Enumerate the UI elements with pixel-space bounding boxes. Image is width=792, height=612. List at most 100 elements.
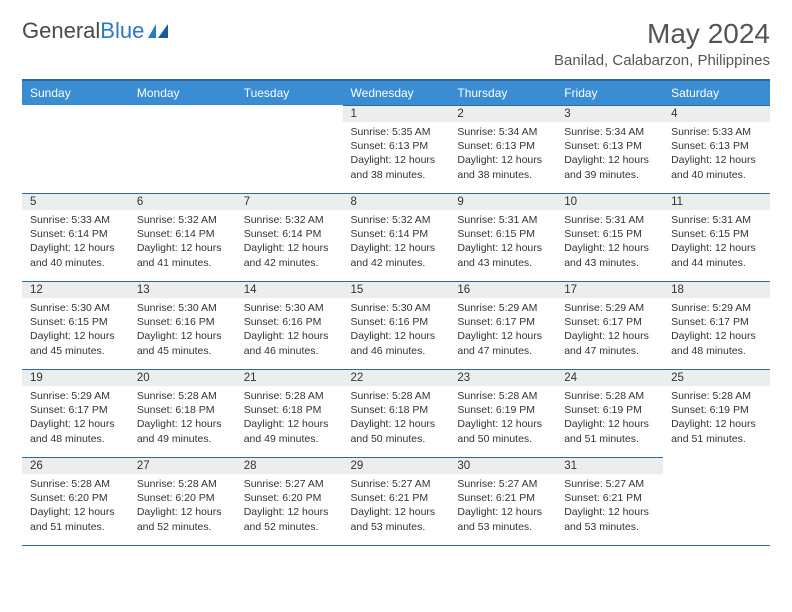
- day-details: Sunrise: 5:31 AMSunset: 6:15 PMDaylight:…: [663, 210, 770, 274]
- day-number: 31: [556, 457, 663, 474]
- sunrise-text: Sunrise: 5:28 AM: [564, 389, 655, 403]
- day-number: 20: [129, 369, 236, 386]
- daylight-text: Daylight: 12 hours and 43 minutes.: [457, 241, 548, 269]
- sunrise-text: Sunrise: 5:31 AM: [564, 213, 655, 227]
- sunset-text: Sunset: 6:19 PM: [564, 403, 655, 417]
- sunset-text: Sunset: 6:20 PM: [137, 491, 228, 505]
- day-number: 8: [343, 193, 450, 210]
- sunset-text: Sunset: 6:18 PM: [137, 403, 228, 417]
- day-number: 22: [343, 369, 450, 386]
- daylight-text: Daylight: 12 hours and 38 minutes.: [351, 153, 442, 181]
- calendar-table: SundayMondayTuesdayWednesdayThursdayFrid…: [22, 79, 770, 546]
- day-cell: 17Sunrise: 5:29 AMSunset: 6:17 PMDayligh…: [556, 281, 663, 369]
- daylight-text: Daylight: 12 hours and 50 minutes.: [457, 417, 548, 445]
- day-cell: 23Sunrise: 5:28 AMSunset: 6:19 PMDayligh…: [449, 369, 556, 457]
- day-details: Sunrise: 5:31 AMSunset: 6:15 PMDaylight:…: [449, 210, 556, 274]
- day-cell: 24Sunrise: 5:28 AMSunset: 6:19 PMDayligh…: [556, 369, 663, 457]
- day-details: Sunrise: 5:28 AMSunset: 6:18 PMDaylight:…: [343, 386, 450, 450]
- day-cell: 26Sunrise: 5:28 AMSunset: 6:20 PMDayligh…: [22, 457, 129, 545]
- day-number: 28: [236, 457, 343, 474]
- day-number: 6: [129, 193, 236, 210]
- day-header: Sunday: [22, 80, 129, 105]
- day-cell: 7Sunrise: 5:32 AMSunset: 6:14 PMDaylight…: [236, 193, 343, 281]
- day-cell: 9Sunrise: 5:31 AMSunset: 6:15 PMDaylight…: [449, 193, 556, 281]
- day-cell: [236, 105, 343, 193]
- day-cell: 19Sunrise: 5:29 AMSunset: 6:17 PMDayligh…: [22, 369, 129, 457]
- day-cell: 2Sunrise: 5:34 AMSunset: 6:13 PMDaylight…: [449, 105, 556, 193]
- day-number: 30: [449, 457, 556, 474]
- day-cell: [663, 457, 770, 545]
- day-number: 3: [556, 105, 663, 122]
- day-number: 27: [129, 457, 236, 474]
- daylight-text: Daylight: 12 hours and 51 minutes.: [30, 505, 121, 533]
- sunrise-text: Sunrise: 5:32 AM: [244, 213, 335, 227]
- sunrise-text: Sunrise: 5:33 AM: [671, 125, 762, 139]
- sunrise-text: Sunrise: 5:30 AM: [30, 301, 121, 315]
- day-cell: 21Sunrise: 5:28 AMSunset: 6:18 PMDayligh…: [236, 369, 343, 457]
- day-cell: 1Sunrise: 5:35 AMSunset: 6:13 PMDaylight…: [343, 105, 450, 193]
- day-details: Sunrise: 5:32 AMSunset: 6:14 PMDaylight:…: [236, 210, 343, 274]
- day-cell: 6Sunrise: 5:32 AMSunset: 6:14 PMDaylight…: [129, 193, 236, 281]
- daylight-text: Daylight: 12 hours and 46 minutes.: [351, 329, 442, 357]
- day-number: 4: [663, 105, 770, 122]
- logo-text-part2: Blue: [100, 18, 144, 43]
- sunrise-text: Sunrise: 5:28 AM: [30, 477, 121, 491]
- sunrise-text: Sunrise: 5:29 AM: [564, 301, 655, 315]
- day-details: Sunrise: 5:28 AMSunset: 6:19 PMDaylight:…: [449, 386, 556, 450]
- sunrise-text: Sunrise: 5:29 AM: [671, 301, 762, 315]
- day-details: Sunrise: 5:28 AMSunset: 6:19 PMDaylight:…: [556, 386, 663, 450]
- sunset-text: Sunset: 6:14 PM: [137, 227, 228, 241]
- location: Banilad, Calabarzon, Philippines: [554, 52, 770, 69]
- sunset-text: Sunset: 6:16 PM: [137, 315, 228, 329]
- day-cell: 27Sunrise: 5:28 AMSunset: 6:20 PMDayligh…: [129, 457, 236, 545]
- day-cell: 16Sunrise: 5:29 AMSunset: 6:17 PMDayligh…: [449, 281, 556, 369]
- day-details: Sunrise: 5:28 AMSunset: 6:19 PMDaylight:…: [663, 386, 770, 450]
- day-details: Sunrise: 5:33 AMSunset: 6:13 PMDaylight:…: [663, 122, 770, 186]
- day-number: 21: [236, 369, 343, 386]
- week-row: 26Sunrise: 5:28 AMSunset: 6:20 PMDayligh…: [22, 457, 770, 545]
- week-row: 1Sunrise: 5:35 AMSunset: 6:13 PMDaylight…: [22, 105, 770, 193]
- day-number: 18: [663, 281, 770, 298]
- day-details: Sunrise: 5:34 AMSunset: 6:13 PMDaylight:…: [449, 122, 556, 186]
- day-header: Wednesday: [343, 80, 450, 105]
- day-cell: 30Sunrise: 5:27 AMSunset: 6:21 PMDayligh…: [449, 457, 556, 545]
- sunrise-text: Sunrise: 5:30 AM: [351, 301, 442, 315]
- sunrise-text: Sunrise: 5:30 AM: [137, 301, 228, 315]
- sunrise-text: Sunrise: 5:34 AM: [564, 125, 655, 139]
- day-cell: 12Sunrise: 5:30 AMSunset: 6:15 PMDayligh…: [22, 281, 129, 369]
- day-number: 19: [22, 369, 129, 386]
- sunrise-text: Sunrise: 5:29 AM: [457, 301, 548, 315]
- day-details: Sunrise: 5:30 AMSunset: 6:16 PMDaylight:…: [343, 298, 450, 362]
- daylight-text: Daylight: 12 hours and 47 minutes.: [457, 329, 548, 357]
- day-header: Tuesday: [236, 80, 343, 105]
- day-header: Thursday: [449, 80, 556, 105]
- day-number: 7: [236, 193, 343, 210]
- sunset-text: Sunset: 6:19 PM: [671, 403, 762, 417]
- daylight-text: Daylight: 12 hours and 44 minutes.: [671, 241, 762, 269]
- sunrise-text: Sunrise: 5:31 AM: [671, 213, 762, 227]
- day-details: Sunrise: 5:27 AMSunset: 6:21 PMDaylight:…: [449, 474, 556, 538]
- sunset-text: Sunset: 6:14 PM: [351, 227, 442, 241]
- daylight-text: Daylight: 12 hours and 42 minutes.: [244, 241, 335, 269]
- sunrise-text: Sunrise: 5:33 AM: [30, 213, 121, 227]
- daylight-text: Daylight: 12 hours and 38 minutes.: [457, 153, 548, 181]
- day-number: 14: [236, 281, 343, 298]
- day-cell: 5Sunrise: 5:33 AMSunset: 6:14 PMDaylight…: [22, 193, 129, 281]
- daylight-text: Daylight: 12 hours and 53 minutes.: [564, 505, 655, 533]
- day-cell: 20Sunrise: 5:28 AMSunset: 6:18 PMDayligh…: [129, 369, 236, 457]
- day-details: Sunrise: 5:31 AMSunset: 6:15 PMDaylight:…: [556, 210, 663, 274]
- day-number: 12: [22, 281, 129, 298]
- day-number: 16: [449, 281, 556, 298]
- day-cell: 14Sunrise: 5:30 AMSunset: 6:16 PMDayligh…: [236, 281, 343, 369]
- daylight-text: Daylight: 12 hours and 52 minutes.: [137, 505, 228, 533]
- day-details: Sunrise: 5:30 AMSunset: 6:15 PMDaylight:…: [22, 298, 129, 362]
- day-header: Monday: [129, 80, 236, 105]
- daylight-text: Daylight: 12 hours and 49 minutes.: [244, 417, 335, 445]
- sunrise-text: Sunrise: 5:31 AM: [457, 213, 548, 227]
- sunset-text: Sunset: 6:13 PM: [351, 139, 442, 153]
- day-cell: 13Sunrise: 5:30 AMSunset: 6:16 PMDayligh…: [129, 281, 236, 369]
- sunset-text: Sunset: 6:17 PM: [564, 315, 655, 329]
- day-number: 5: [22, 193, 129, 210]
- sunset-text: Sunset: 6:16 PM: [244, 315, 335, 329]
- day-details: Sunrise: 5:28 AMSunset: 6:18 PMDaylight:…: [236, 386, 343, 450]
